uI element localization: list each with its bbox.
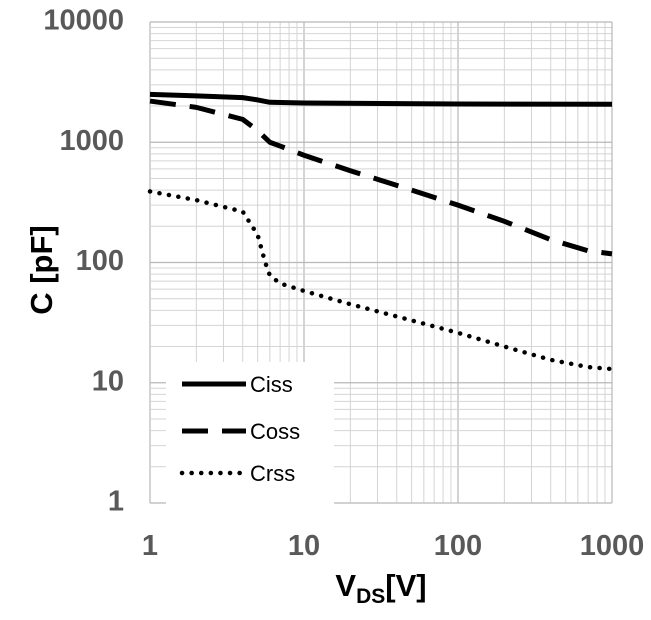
x-axis-ticks: 1 10 100 1000	[142, 530, 644, 562]
x-tick-label: 100	[434, 530, 482, 562]
y-tick-label: 10000	[43, 5, 124, 37]
x-tick-label: 1000	[580, 530, 645, 562]
series-line-crss	[147, 189, 615, 372]
x-axis-title-main: V	[335, 568, 356, 603]
legend-label-crss: Crss	[250, 461, 295, 486]
y-tick-label: 10	[92, 365, 124, 397]
y-axis-ticks: 10000 1000 100 10 1	[43, 5, 124, 518]
x-axis-title: VDS[V]	[335, 568, 426, 608]
y-tick-label: 1	[108, 486, 124, 518]
y-tick-label: 1000	[59, 125, 124, 157]
x-tick-label: 1	[142, 530, 158, 562]
x-tick-label: 10	[288, 530, 320, 562]
series-group	[147, 91, 615, 372]
x-axis-title-subscript: DS	[356, 585, 385, 608]
y-tick-label: 100	[76, 245, 124, 277]
legend-label-coss: Coss	[250, 419, 300, 444]
series-line-ciss	[149, 91, 613, 107]
legend: Ciss Coss Crss	[166, 362, 334, 504]
x-axis-title-unit: [V]	[385, 568, 426, 603]
legend-label-ciss: Ciss	[250, 372, 293, 397]
series-line-coss	[149, 98, 613, 257]
y-axis-title: C [pF]	[24, 225, 59, 315]
